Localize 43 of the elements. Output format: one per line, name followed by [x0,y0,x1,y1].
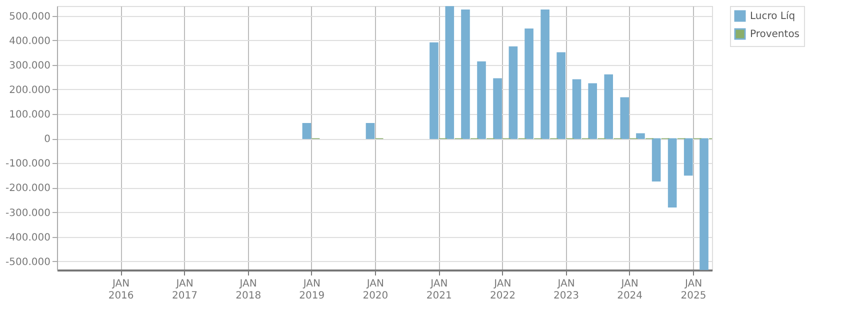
y-tick-label: -500.000 [6,256,50,268]
legend-label: Proventos [750,29,800,40]
y-tick-label: 100.000 [9,110,50,121]
bar [652,138,661,182]
x-tick-label: JAN 2019 [299,278,325,302]
bar [668,138,677,208]
y-tick-label: -300.000 [6,208,50,219]
y-tick-label: 0 [44,134,50,146]
bar [540,10,550,140]
legend-label: Lucro Líq [750,11,796,22]
bar [684,138,693,176]
y-tick-label: 200.000 [9,85,50,96]
bar [445,6,454,140]
bar [572,79,582,140]
bar [604,74,614,140]
x-tick-label: JAN 2022 [490,278,516,302]
bar [700,138,708,270]
bar [461,10,470,140]
bar [620,97,630,140]
bar [588,83,597,140]
bar [636,133,645,140]
x-tick-label: JAN 2024 [617,278,643,302]
y-tick-label: -100.000 [6,158,50,170]
x-tick-label: JAN 2021 [426,278,452,302]
bar [508,46,518,140]
y-tick-label: -200.000 [6,183,50,194]
bar [430,42,438,140]
x-tick-label: JAN 2023 [554,278,579,302]
bar [493,78,502,140]
y-tick-label: 300.000 [9,60,50,72]
x-tick-label: JAN 2025 [680,278,706,302]
bar [477,61,486,140]
bar [366,122,375,140]
y-tick-label: 400.000 [9,36,50,47]
x-tick-label: JAN 2018 [236,278,262,302]
y-tick-label: 500.000 [9,11,50,22]
bar [302,122,312,140]
x-tick-label: JAN 2017 [172,278,198,302]
x-tick-label: JAN 2020 [362,278,388,302]
x-tick-label: JAN 2016 [108,278,134,302]
bar [524,28,534,140]
y-tick-label: -400.000 [6,232,50,244]
bar [556,52,566,140]
